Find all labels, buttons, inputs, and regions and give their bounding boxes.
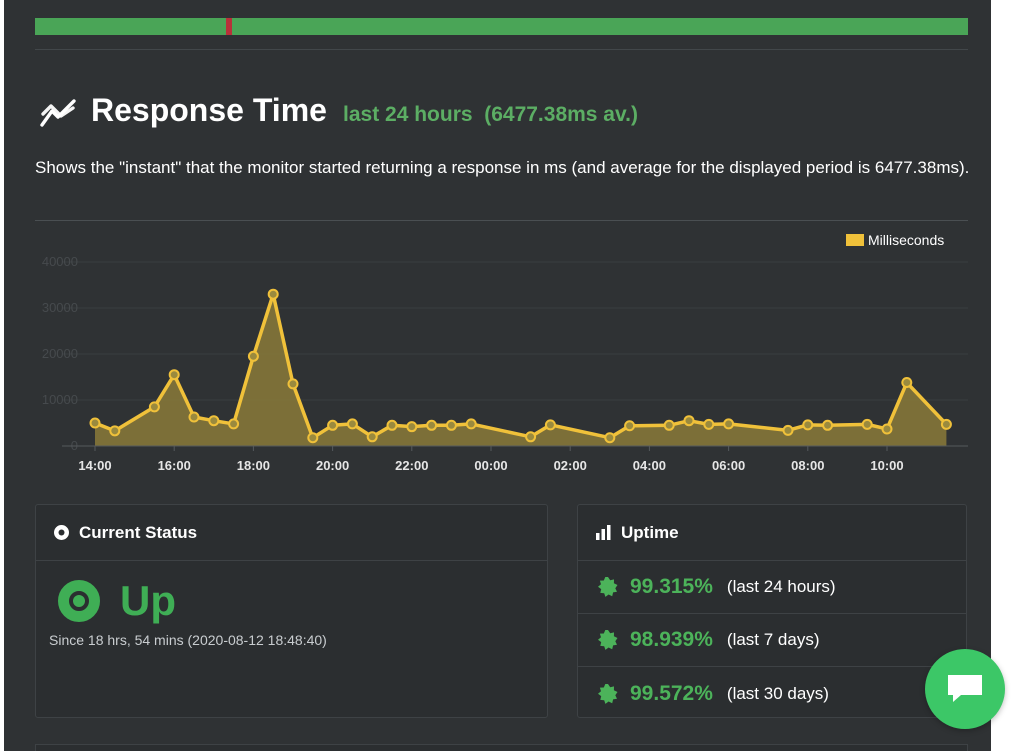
data-point — [465, 418, 477, 430]
y-tick-label: 30000 — [42, 300, 78, 315]
status-indicator: Up — [58, 577, 176, 625]
data-point — [426, 419, 438, 431]
divider — [35, 220, 968, 221]
uptime-status-bar — [35, 18, 968, 35]
chat-bubble-icon — [948, 675, 982, 702]
uptime-row: 98.939% (last 7 days) — [578, 614, 966, 667]
chart-svg: 01000020000300004000014:0016:0018:0020:0… — [42, 254, 968, 473]
data-point — [802, 419, 814, 431]
y-tick-label: 10000 — [42, 392, 78, 407]
data-point — [703, 418, 715, 430]
data-point — [881, 423, 893, 435]
data-point — [624, 420, 636, 432]
current-status-card: Current Status Up Since 18 hrs, 54 mins … — [35, 504, 548, 718]
data-point — [89, 417, 101, 429]
bar-chart-icon — [595, 525, 612, 540]
data-point — [109, 425, 121, 437]
data-point — [267, 288, 279, 300]
chart-legend[interactable]: Milliseconds — [846, 232, 944, 248]
data-point — [247, 350, 259, 362]
card-title: Uptime — [621, 522, 679, 542]
card-header: Current Status — [36, 505, 547, 561]
uptime-period: (last 7 days) — [726, 630, 820, 649]
next-card-edge — [35, 744, 968, 751]
status-since: Since 18 hrs, 54 mins (2020-08-12 18:48:… — [49, 632, 327, 648]
x-tick-label: 02:00 — [554, 458, 587, 473]
x-tick-label: 22:00 — [395, 458, 428, 473]
card-header: Uptime — [578, 505, 966, 561]
data-point — [228, 418, 240, 430]
data-point — [604, 432, 616, 444]
data-point — [327, 419, 339, 431]
divider — [35, 49, 968, 50]
data-point — [782, 424, 794, 436]
x-tick-label: 08:00 — [791, 458, 824, 473]
section-subtitle: last 24 hours (6477.38ms av.) — [343, 103, 638, 126]
x-tick-label: 20:00 — [316, 458, 349, 473]
certificate-badge-icon — [598, 630, 618, 650]
section-title: Response Time — [91, 92, 327, 128]
legend-label: Milliseconds — [868, 232, 945, 248]
data-point — [406, 421, 418, 433]
status-text: Up — [120, 577, 176, 624]
uptime-row: 99.315% (last 24 hours) — [578, 561, 966, 614]
series-area — [95, 294, 947, 446]
x-tick-label: 10:00 — [870, 458, 903, 473]
x-tick-label: 06:00 — [712, 458, 745, 473]
data-point — [208, 415, 220, 427]
x-tick-label: 16:00 — [158, 458, 191, 473]
card-title: Current Status — [79, 522, 198, 542]
x-tick-label: 00:00 — [474, 458, 507, 473]
response-time-chart[interactable]: 01000020000300004000014:0016:0018:0020:0… — [4, 222, 995, 492]
monitor-panel: Response Time last 24 hours (6477.38ms a… — [4, 0, 991, 751]
data-point — [188, 411, 200, 423]
data-point — [386, 419, 398, 431]
section-description: Shows the "instant" that the monitor sta… — [35, 158, 970, 177]
uptime-percent: 98.939% — [630, 628, 713, 651]
data-point — [525, 431, 537, 443]
uptime-percent: 99.315% — [630, 575, 713, 598]
data-point — [148, 401, 160, 413]
dot-circle-icon — [53, 524, 70, 541]
certificate-badge-icon — [598, 577, 618, 597]
certificate-badge-icon — [598, 683, 618, 704]
data-point — [901, 377, 913, 389]
y-tick-label: 40000 — [42, 254, 78, 269]
data-point — [366, 431, 378, 443]
x-tick-label: 04:00 — [633, 458, 666, 473]
uptime-percent: 99.572% — [630, 681, 713, 705]
downtime-marker[interactable] — [226, 18, 232, 35]
data-point — [723, 418, 735, 430]
x-tick-label: 14:00 — [78, 458, 111, 473]
chat-button[interactable] — [925, 649, 1005, 729]
data-point — [663, 419, 675, 431]
y-tick-label: 20000 — [42, 346, 78, 361]
data-point — [940, 418, 952, 430]
data-point — [445, 419, 457, 431]
data-point — [861, 418, 873, 430]
data-point — [544, 419, 556, 431]
uptime-period: (last 24 hours) — [726, 577, 836, 596]
data-point — [287, 378, 299, 390]
uptime-card: Uptime 99.315% (last 24 hours) 98.939% (… — [577, 504, 967, 718]
chart-line-icon — [40, 99, 76, 127]
uptime-period: (last 30 days) — [726, 683, 829, 703]
status-up-icon — [58, 580, 100, 622]
uptime-row: 99.572% (last 30 days) — [578, 667, 966, 720]
x-tick-label: 18:00 — [237, 458, 270, 473]
data-point — [307, 432, 319, 444]
data-point — [168, 369, 180, 381]
data-point — [683, 415, 695, 427]
series-line — [94, 292, 948, 440]
data-point — [822, 419, 834, 431]
data-point — [346, 418, 358, 430]
legend-swatch — [846, 234, 864, 246]
